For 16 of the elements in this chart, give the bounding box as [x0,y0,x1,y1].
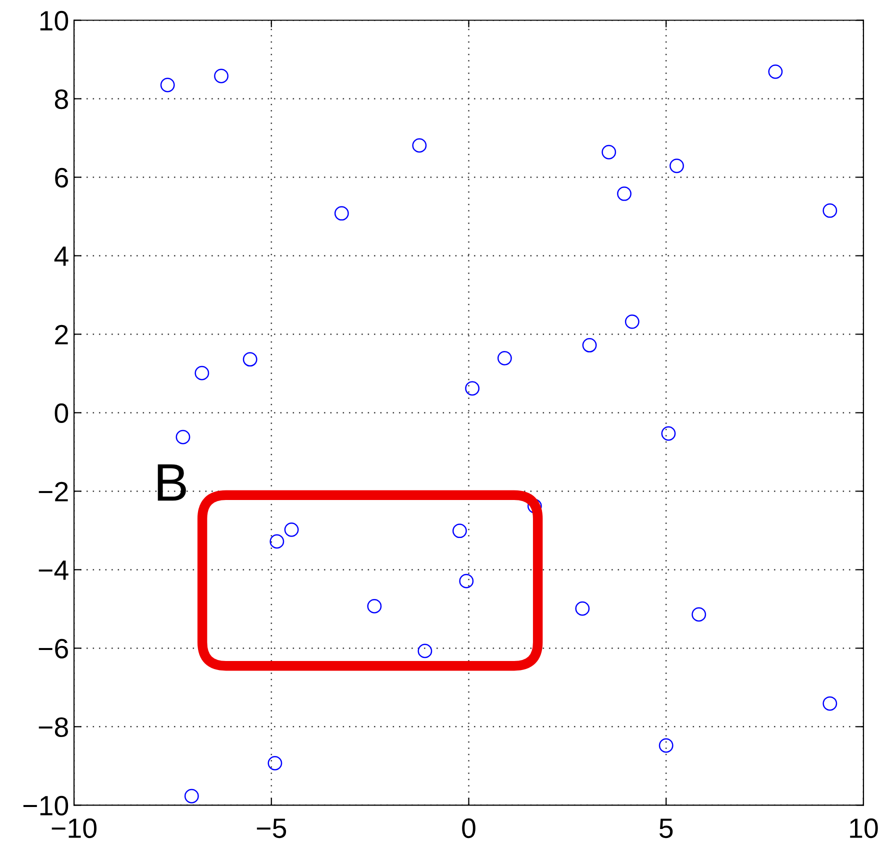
y-tick-label: −2 [38,482,68,502]
y-tick-label: −10 [23,796,68,816]
y-tick-label: −8 [38,717,68,738]
y-tick-label: 8 [54,89,68,110]
x-tick-label: 0 [462,818,476,838]
y-tick-label: 10 [40,10,68,31]
x-tick-label: 5 [659,818,673,838]
y-tick-label: 4 [54,246,68,266]
y-tick-label: 0 [54,403,68,424]
annotation: B [158,464,186,501]
y-tick-label: −6 [38,638,68,659]
y-tick-label: 6 [55,168,68,188]
y-tick-label: 2 [55,324,68,344]
x-tick-label: −5 [256,818,286,838]
y-tick-label: −4 [38,560,68,580]
x-tick-label: 10 [850,818,878,838]
